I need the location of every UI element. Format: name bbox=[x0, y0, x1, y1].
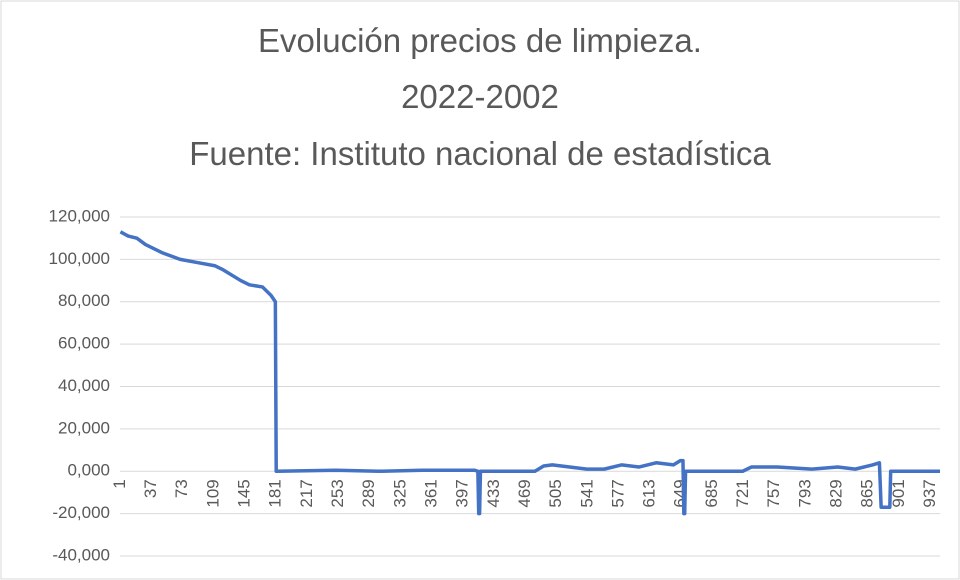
x-tick-label: 505 bbox=[546, 479, 565, 507]
x-tick-label: 541 bbox=[577, 479, 596, 507]
x-tick-label: 397 bbox=[453, 479, 472, 507]
chart-title: Fuente: Instituto nacional de estadístic… bbox=[189, 135, 771, 172]
x-tick-label: 433 bbox=[484, 479, 503, 507]
data-line bbox=[119, 230, 940, 516]
y-tick-label: 60,000 bbox=[58, 334, 110, 353]
x-tick-label: 361 bbox=[421, 479, 440, 507]
x-tick-label: 1 bbox=[110, 479, 129, 488]
y-tick-label: 120,000 bbox=[49, 206, 110, 225]
y-tick-label: 100,000 bbox=[49, 249, 110, 268]
y-tick-label: -40,000 bbox=[52, 545, 110, 564]
y-tick-label: 20,000 bbox=[58, 418, 110, 437]
y-tick-label: 80,000 bbox=[58, 291, 110, 310]
y-tick-label: 40,000 bbox=[58, 376, 110, 395]
x-tick-label: 217 bbox=[297, 479, 316, 507]
x-tick-label: 469 bbox=[515, 479, 534, 507]
y-tick-label: -20,000 bbox=[52, 503, 110, 522]
chart-title: Evolución precios de limpieza. bbox=[258, 22, 702, 59]
x-tick-label: 253 bbox=[328, 479, 347, 507]
x-tick-label: 937 bbox=[920, 479, 939, 507]
x-tick-label: 685 bbox=[702, 479, 721, 507]
x-tick-label: 577 bbox=[608, 479, 627, 507]
x-tick-label: 109 bbox=[203, 479, 222, 507]
x-tick-label: 829 bbox=[826, 479, 845, 507]
chart-title: 2022-2002 bbox=[401, 78, 559, 115]
x-tick-label: 721 bbox=[733, 479, 752, 507]
y-tick-label: 0,000 bbox=[67, 461, 110, 480]
x-tick-label: 289 bbox=[359, 479, 378, 507]
x-tick-label: 73 bbox=[172, 479, 191, 498]
x-tick-label: 901 bbox=[889, 479, 908, 507]
x-tick-label: 181 bbox=[266, 479, 285, 507]
x-tick-label: 145 bbox=[235, 479, 254, 507]
x-tick-label: 37 bbox=[141, 479, 160, 498]
x-tick-label: 793 bbox=[795, 479, 814, 507]
x-tick-label: 613 bbox=[640, 479, 659, 507]
x-tick-label: 757 bbox=[764, 479, 783, 507]
x-tick-label: 865 bbox=[858, 479, 877, 507]
x-tick-label: 325 bbox=[390, 479, 409, 507]
